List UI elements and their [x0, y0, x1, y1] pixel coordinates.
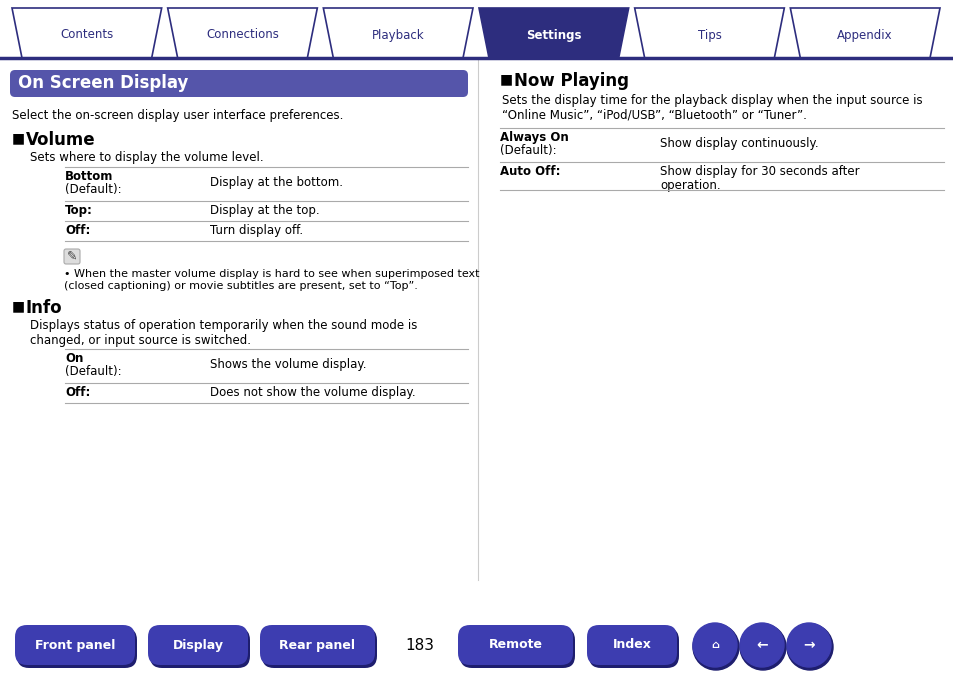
FancyBboxPatch shape	[150, 628, 250, 668]
Text: Always On: Always On	[499, 131, 568, 144]
Polygon shape	[789, 8, 939, 58]
Text: Show display for 30 seconds after: Show display for 30 seconds after	[659, 165, 859, 178]
Text: Front panel: Front panel	[34, 639, 115, 651]
FancyBboxPatch shape	[457, 625, 573, 665]
FancyBboxPatch shape	[588, 628, 679, 668]
Text: Remote: Remote	[488, 639, 542, 651]
Text: Display at the bottom.: Display at the bottom.	[210, 176, 343, 189]
Text: Connections: Connections	[206, 28, 278, 42]
Text: Now Playing: Now Playing	[514, 72, 628, 90]
Text: ✎: ✎	[67, 250, 77, 262]
Text: operation.: operation.	[659, 179, 720, 192]
Text: Auto Off:: Auto Off:	[499, 165, 560, 178]
Polygon shape	[12, 8, 161, 58]
Text: ⌂: ⌂	[710, 640, 719, 650]
Text: Index: Index	[612, 639, 651, 651]
Text: Playback: Playback	[372, 28, 424, 42]
Circle shape	[692, 623, 737, 667]
Text: Shows the volume display.: Shows the volume display.	[210, 358, 366, 371]
FancyBboxPatch shape	[17, 628, 137, 668]
Circle shape	[786, 623, 830, 667]
Text: 183: 183	[405, 637, 434, 653]
Text: →: →	[802, 638, 814, 652]
Text: Off:: Off:	[65, 224, 91, 237]
FancyBboxPatch shape	[459, 628, 575, 668]
FancyBboxPatch shape	[260, 625, 375, 665]
Text: ■: ■	[499, 72, 513, 86]
Text: Off:: Off:	[65, 386, 91, 399]
Text: Rear panel: Rear panel	[279, 639, 355, 651]
Text: Display: Display	[172, 639, 223, 651]
Text: • When the master volume display is hard to see when superimposed text
(closed c: • When the master volume display is hard…	[64, 269, 479, 291]
Text: Select the on-screen display user interface preferences.: Select the on-screen display user interf…	[12, 109, 343, 122]
Polygon shape	[634, 8, 783, 58]
Polygon shape	[168, 8, 317, 58]
Text: Tips: Tips	[697, 28, 720, 42]
Text: Contents: Contents	[60, 28, 113, 42]
Text: Volume: Volume	[26, 131, 95, 149]
Text: Does not show the volume display.: Does not show the volume display.	[210, 386, 416, 399]
FancyBboxPatch shape	[586, 625, 677, 665]
Text: Display at the top.: Display at the top.	[210, 204, 319, 217]
Text: ■: ■	[12, 299, 25, 313]
Text: Sets the display time for the playback display when the input source is
“Online : Sets the display time for the playback d…	[501, 94, 922, 122]
Text: Appendix: Appendix	[837, 28, 892, 42]
FancyBboxPatch shape	[64, 249, 80, 264]
Text: Bottom: Bottom	[65, 170, 113, 183]
Text: Settings: Settings	[525, 28, 581, 42]
FancyBboxPatch shape	[148, 625, 248, 665]
Text: Top:: Top:	[65, 204, 92, 217]
Text: (Default):: (Default):	[65, 183, 121, 196]
FancyBboxPatch shape	[15, 625, 135, 665]
Circle shape	[740, 623, 783, 667]
Text: Show display continuously.: Show display continuously.	[659, 137, 818, 150]
FancyBboxPatch shape	[262, 628, 376, 668]
Polygon shape	[323, 8, 473, 58]
Text: (Default):: (Default):	[65, 365, 121, 378]
Text: On Screen Display: On Screen Display	[18, 75, 188, 92]
Circle shape	[740, 624, 785, 670]
Text: (Default):: (Default):	[499, 144, 556, 157]
Text: ■: ■	[12, 131, 25, 145]
FancyBboxPatch shape	[10, 70, 468, 97]
Text: Info: Info	[26, 299, 63, 317]
Text: Turn display off.: Turn display off.	[210, 224, 303, 237]
Circle shape	[692, 624, 739, 670]
Text: Displays status of operation temporarily when the sound mode is
changed, or inpu: Displays status of operation temporarily…	[30, 319, 417, 347]
Circle shape	[786, 624, 832, 670]
Text: ←: ←	[756, 638, 767, 652]
Text: Sets where to display the volume level.: Sets where to display the volume level.	[30, 151, 263, 164]
Polygon shape	[478, 8, 628, 58]
Text: On: On	[65, 352, 83, 365]
